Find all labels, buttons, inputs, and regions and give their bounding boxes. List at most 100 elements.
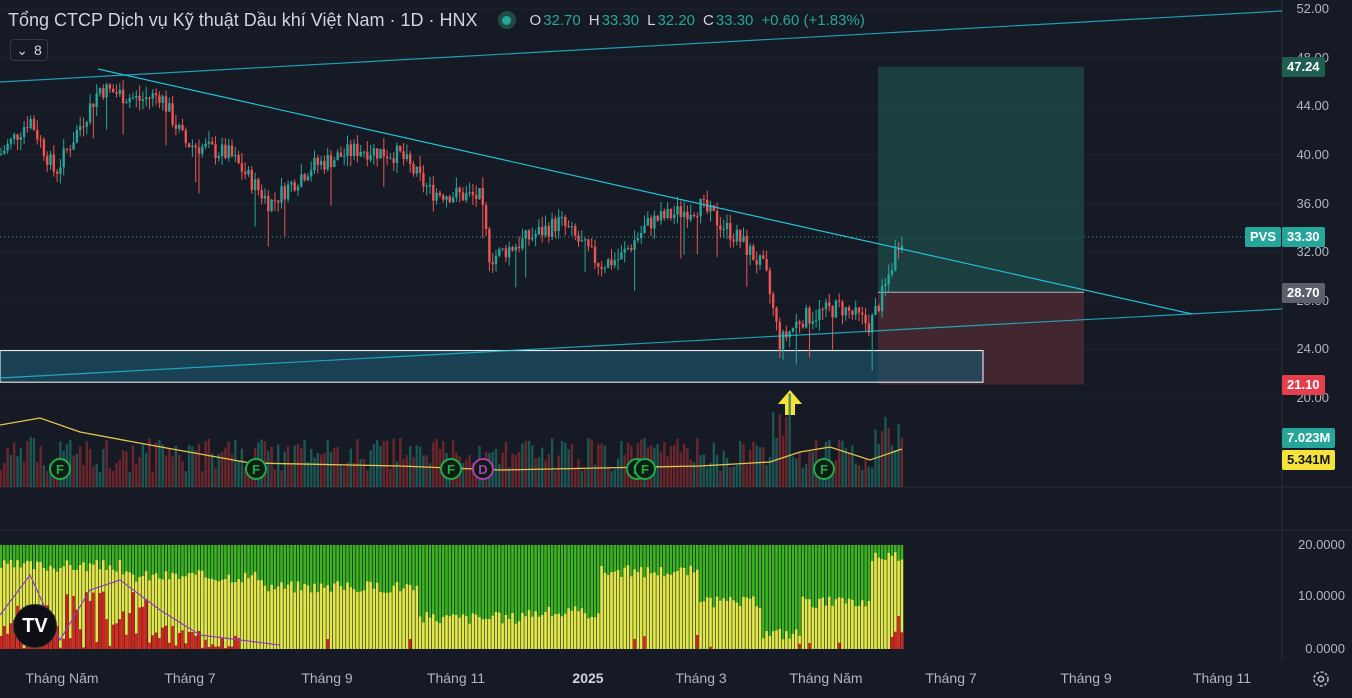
volume-bar	[359, 459, 362, 487]
candle-body	[29, 119, 32, 128]
oscillator-green-bar	[775, 545, 778, 649]
volume-bar	[131, 445, 135, 487]
candle-body	[141, 99, 145, 101]
tradingview-logo[interactable]: TV	[13, 604, 57, 648]
volume-bar	[174, 445, 178, 487]
candle-body	[72, 142, 75, 150]
oscillator-green-bar	[593, 545, 597, 649]
volume-bar	[847, 452, 851, 487]
oscillator-red-bar	[6, 633, 9, 649]
oscillator-red-bar	[890, 637, 894, 649]
candle-body	[343, 155, 346, 157]
oscillator-tick-label: 20.0000	[1298, 537, 1345, 552]
volume-bar	[29, 437, 32, 487]
settings-gear-icon[interactable]	[1311, 669, 1331, 689]
volume-bar	[346, 462, 349, 487]
volume-bar	[498, 463, 501, 487]
candle-body	[102, 88, 105, 98]
oscillator-green-bar	[448, 545, 452, 649]
candle-body	[748, 246, 752, 255]
market-status-icon[interactable]	[497, 11, 516, 29]
oscillator-yellow-bar	[877, 557, 881, 649]
volume-bar	[207, 438, 211, 487]
oscillator-green-bar	[570, 545, 574, 649]
support-zone-box	[0, 350, 984, 383]
volume-bar	[164, 455, 168, 487]
volume-bar	[362, 459, 366, 487]
candle-body	[263, 195, 267, 199]
candle-body	[745, 236, 748, 255]
oscillator-green-bar	[540, 545, 544, 649]
candle-body	[118, 89, 121, 94]
volume-bar	[676, 438, 679, 487]
oscillator-yellow-bar	[3, 560, 6, 649]
volume-bar	[184, 471, 187, 487]
oscillator-yellow-bar	[362, 590, 366, 649]
oscillator-yellow-bar	[405, 584, 409, 649]
indicators-toggle-button[interactable]: ⌄ 8	[10, 39, 48, 61]
oscillator-yellow-bar	[227, 574, 230, 649]
volume-bar	[319, 454, 323, 487]
volume-bar	[531, 445, 534, 487]
volume-bar	[686, 447, 689, 487]
candle-body	[656, 215, 659, 221]
candle-body	[501, 248, 504, 250]
volume-bar	[379, 445, 382, 487]
volume-bar	[864, 459, 867, 487]
oscillator-yellow-bar	[616, 570, 620, 649]
volume-bar	[277, 444, 280, 487]
oscillator-green-bar	[494, 545, 498, 649]
volume-bar	[514, 454, 517, 487]
oscillator-green-bar	[788, 545, 791, 649]
oscillator-green-bar	[524, 545, 527, 649]
candle-body	[669, 208, 673, 219]
volume-bar	[689, 459, 692, 487]
oscillator-yellow-bar	[623, 567, 626, 649]
volume-bar	[39, 446, 42, 487]
candle-body	[75, 130, 79, 143]
oscillator-green-bar	[445, 545, 448, 649]
oscillator-yellow-bar	[296, 581, 300, 649]
oscillator-red-bar	[75, 609, 79, 649]
candle-body	[682, 211, 686, 218]
oscillator-yellow-bar	[283, 588, 287, 649]
candle-body	[620, 252, 623, 260]
candle-body	[880, 286, 884, 312]
candle-body	[438, 192, 442, 196]
oscillator-yellow-bar	[715, 596, 719, 649]
volume-bar	[877, 444, 880, 487]
oscillator-red-bar	[808, 643, 811, 649]
event-marker-circle	[813, 458, 835, 480]
volume-bar	[834, 460, 838, 487]
oscillator-yellow-bar	[702, 601, 706, 649]
oscillator-yellow-bar	[62, 566, 65, 649]
oscillator-yellow-bar	[214, 580, 217, 649]
candle-body	[359, 151, 362, 157]
oscillator-yellow-bar	[158, 578, 161, 649]
volume-bar	[745, 464, 748, 487]
candle-body	[148, 97, 151, 99]
candle-body	[362, 151, 366, 153]
oscillator-yellow-bar	[207, 578, 211, 649]
volume-bar	[511, 453, 514, 487]
oscillator-yellow-bar	[197, 570, 201, 649]
volume-bar	[715, 454, 719, 487]
oscillator-yellow-bar	[52, 568, 56, 649]
candle-body	[735, 229, 739, 242]
oscillator-yellow-bar	[659, 567, 663, 649]
price-tick-label: 40.00	[1296, 146, 1329, 162]
candle-body	[32, 119, 36, 131]
candle-body	[616, 259, 620, 261]
oscillator-yellow-bar	[524, 616, 527, 649]
oscillator-green-bar	[857, 545, 861, 649]
oscillator-red-bar	[128, 613, 131, 649]
oscillator-yellow-bar	[550, 616, 554, 649]
oscillator-yellow-bar	[313, 583, 316, 649]
oscillator-yellow-bar	[366, 581, 369, 649]
candle-body	[864, 314, 867, 324]
candle-body	[768, 270, 772, 294]
candle-body	[798, 321, 801, 324]
oscillator-green-bar	[521, 545, 524, 649]
oscillator-red-bar	[181, 630, 184, 649]
